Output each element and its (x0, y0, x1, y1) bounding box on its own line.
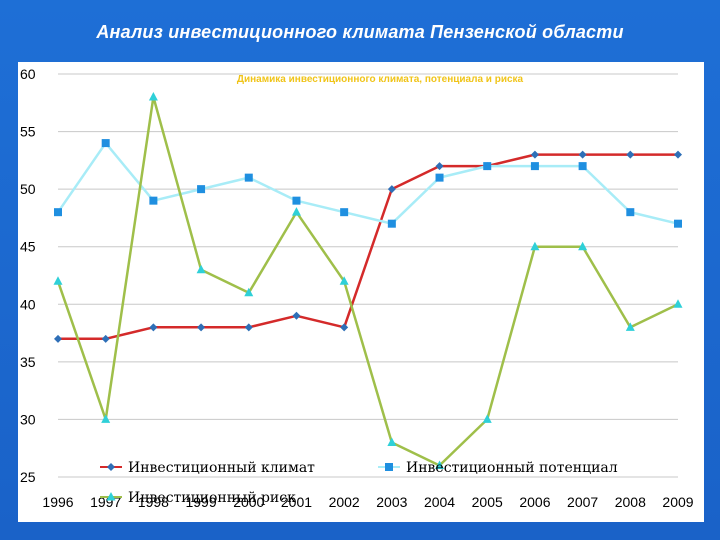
y-tick-label-50: 50 (20, 181, 36, 197)
series-1-point-2003 (387, 185, 396, 194)
y-tick-label-60: 60 (20, 66, 36, 82)
legend-label-3: Инвестиционный риск (128, 490, 296, 506)
series-3-point-2005 (482, 414, 492, 423)
x-tick-label-2008: 2008 (615, 494, 646, 510)
y-tick-label-55: 55 (20, 124, 36, 140)
series-1-point-2002 (340, 323, 349, 332)
series-2-point-1999 (197, 185, 206, 194)
series-1-point-2004 (435, 162, 444, 171)
series-1-point-2001 (292, 311, 301, 320)
y-tick-label-40: 40 (20, 296, 36, 312)
series-3-point-1999 (196, 264, 206, 274)
slide-title: Анализ инвестиционного климата Пензенско… (96, 22, 624, 42)
series-2-point-2008 (626, 208, 635, 217)
series-2-point-2005 (483, 162, 492, 171)
x-tick-label-2009: 2009 (662, 494, 693, 510)
x-tick-label-1999: 1999 (185, 494, 216, 510)
legend-label-2: Инвестиционный потенциал (406, 460, 618, 476)
chart-subtitle: Динамика инвестиционного климата, потенц… (237, 74, 524, 85)
x-tick-label-2004: 2004 (424, 494, 455, 510)
series-1-point-2000 (244, 323, 253, 332)
series-3-point-1996 (53, 276, 63, 285)
series-3-point-2007 (578, 241, 588, 251)
series-2-point-2001 (292, 196, 301, 205)
series-1-point-1996 (54, 334, 62, 343)
series-1-point-1997 (101, 334, 110, 343)
y-tick-label-30: 30 (20, 411, 36, 427)
x-tick-label-2003: 2003 (376, 494, 407, 510)
x-tick-label-1996: 1996 (42, 494, 73, 510)
series-3-point-1998 (148, 92, 158, 101)
series-3-point-1997 (101, 414, 111, 423)
legend-marker-3 (106, 492, 116, 501)
chart-area: 25 30 35 40 45 50 55 60 1996 1997 1998 1999 2000 200… (18, 62, 704, 522)
series-line-3 (56, 95, 679, 467)
series-1-point-2009 (674, 150, 682, 159)
x-tick-label-2002: 2002 (329, 494, 360, 510)
x-tick-label-2007: 2007 (567, 494, 598, 510)
series-2-point-2000 (244, 173, 253, 182)
x-tick-label-2006: 2006 (519, 494, 550, 510)
x-tick-label-1998: 1998 (138, 494, 169, 510)
series-2-point-2009 (674, 219, 682, 228)
series-3-point-2008 (625, 322, 635, 331)
series-3-point-2004 (435, 460, 445, 469)
series-2-point-2004 (435, 173, 444, 182)
series-3-point-2000 (244, 287, 254, 297)
series-1-point-2006 (530, 150, 539, 159)
x-tick-label-2001: 2001 (281, 494, 312, 510)
series-1-point-2007 (578, 150, 587, 159)
series-1-point-1999 (197, 323, 206, 332)
series-2-point-1998 (149, 196, 158, 205)
y-tick-label-45: 45 (20, 239, 36, 255)
x-tick-label-2005: 2005 (472, 494, 503, 510)
x-tick-label-2000: 2000 (233, 494, 264, 510)
series-3-point-2009 (673, 299, 683, 308)
legend-marker-2 (385, 463, 393, 471)
series-3-point-2001 (291, 207, 301, 216)
series-3-point-2002 (339, 276, 349, 285)
series-3-point-2006 (530, 241, 540, 251)
series-line-2 (56, 141, 679, 225)
legend-marker-1 (107, 463, 115, 471)
series-3-point-2003 (387, 437, 397, 446)
series-2-point-2006 (530, 162, 539, 171)
y-tick-label-25: 25 (20, 469, 36, 485)
y-tick-label-35: 35 (20, 354, 36, 370)
series-2-point-2002 (340, 208, 349, 217)
series-line-1 (58, 153, 678, 341)
legend-label-1: Инвестиционный климат (128, 460, 315, 476)
series-1-point-1998 (149, 323, 158, 332)
series-2-point-1997 (101, 139, 110, 148)
series-1-point-2008 (626, 150, 635, 159)
series-2-point-1996 (54, 208, 62, 217)
series-2-point-2007 (578, 162, 587, 171)
series-2-point-2003 (387, 219, 396, 228)
